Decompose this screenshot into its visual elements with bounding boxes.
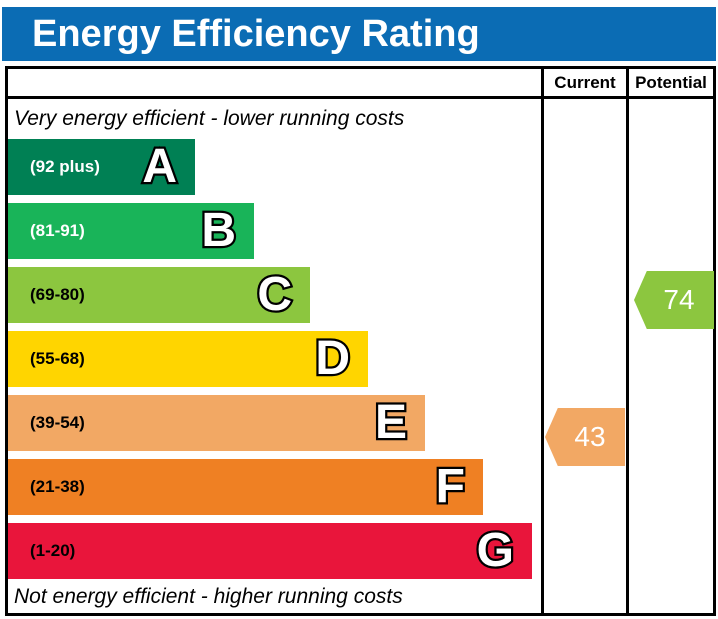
band-row-b: (81-91) B <box>8 202 254 260</box>
band-letter: D <box>313 330 352 388</box>
band-row-d: (55-68) D <box>8 330 368 388</box>
title-bar: Energy Efficiency Rating <box>2 7 716 61</box>
current-rating-value: 43 <box>574 421 606 452</box>
band-range-label: (69-80) <box>30 285 85 304</box>
potential-rating-value: 74 <box>663 284 695 315</box>
header-separator-line <box>5 96 716 99</box>
band-range-label: (55-68) <box>30 349 85 368</box>
band-letter: F <box>433 458 467 516</box>
band-range-label: (39-54) <box>30 413 85 432</box>
band-row-f: (21-38) F <box>8 458 483 516</box>
band-letter: E <box>373 394 410 452</box>
band-letter: A <box>140 138 179 196</box>
band-range-label: (92 plus) <box>30 157 100 176</box>
bottom-note: Not energy efficient - higher running co… <box>14 585 403 608</box>
band-row-c: (69-80) C <box>8 266 310 324</box>
page-title: Energy Efficiency Rating <box>32 12 480 55</box>
band-letter: B <box>199 202 238 260</box>
band-row-a: (92 plus) A <box>8 138 195 196</box>
band-range-label: (21-38) <box>30 477 85 496</box>
current-rating-arrow: 43 <box>545 408 625 466</box>
band-row-g: (1-20) G <box>8 522 532 580</box>
band-range-label: (1-20) <box>30 541 76 560</box>
band-letter: C <box>255 266 294 324</box>
band-row-e: (39-54) E <box>8 394 425 452</box>
top-note: Very energy efficient - lower running co… <box>14 107 405 130</box>
potential-rating-arrow: 74 <box>634 271 714 329</box>
current-column-divider <box>541 66 544 616</box>
band-letter: G <box>474 522 516 580</box>
band-range-label: (81-91) <box>30 221 85 240</box>
column-header-potential: Potential <box>635 73 707 92</box>
potential-column-divider <box>626 66 629 616</box>
column-header-current: Current <box>554 73 616 92</box>
